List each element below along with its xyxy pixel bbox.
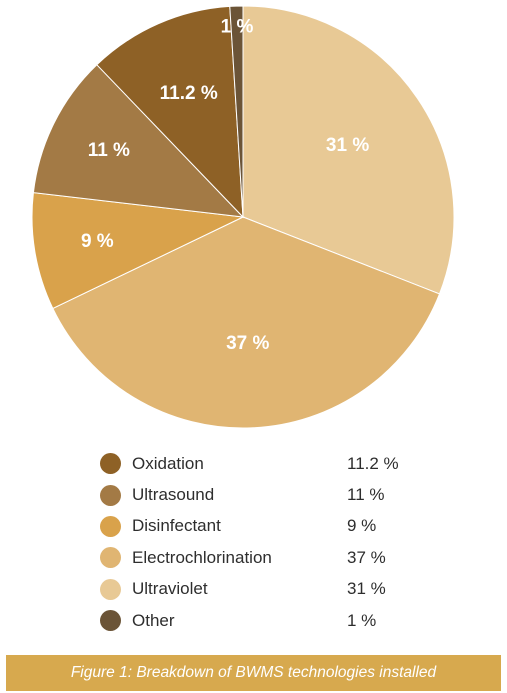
legend-label-other: Other	[132, 610, 175, 630]
legend-swatch-disinfectant	[100, 515, 121, 537]
pie-slice-disinfectant	[31, 192, 245, 310]
legend-label-disinfectant: Disinfectant	[132, 516, 221, 536]
legend-item-other: Other 1 %	[100, 605, 420, 636]
figure-caption-text: Figure 1: Breakdown of BWMS technologies…	[70, 664, 437, 681]
legend-item-electrochlorination: Electrochlorination 37 %	[100, 542, 420, 573]
figure-caption: Figure 1: Breakdown of BWMS technologies…	[6, 655, 501, 691]
legend-swatch-electrochlorination	[100, 547, 121, 569]
pie-label-electrochlorination: 37 %	[226, 333, 269, 354]
legend-value-other: 1 %	[347, 610, 377, 630]
legend-item-oxidation: Oxidation 11.2 %	[100, 448, 420, 479]
pie-slice-oxidation	[96, 5, 244, 219]
legend-swatch-ultrasound	[100, 484, 121, 506]
pie-label-ultrasound: 11 %	[88, 140, 130, 161]
pie-chart: 31 % 37 % 9 % 11 % 11.2 % 1 %	[31, 5, 455, 429]
legend-item-ultrasound: Ultrasound 11 %	[100, 479, 420, 510]
pie-slice-electrochlorination	[52, 216, 441, 429]
legend-swatch-other	[100, 610, 121, 632]
pie-slice-other	[229, 5, 244, 218]
legend-value-electrochlorination: 37 %	[347, 547, 386, 567]
pie-label-other: 1 %	[221, 17, 254, 38]
pie-slice-ultrasound	[32, 64, 245, 218]
legend-value-ultrasound: 11 %	[347, 485, 385, 505]
legend-swatch-oxidation	[100, 453, 121, 475]
legend-item-ultraviolet: Ultraviolet 31 %	[100, 574, 420, 605]
legend-value-oxidation: 11.2 %	[347, 453, 399, 473]
legend-label-ultraviolet: Ultraviolet	[132, 579, 208, 599]
legend-item-disinfectant: Disinfectant 9 %	[100, 511, 420, 542]
pie-label-oxidation: 11.2 %	[160, 83, 218, 104]
legend-value-ultraviolet: 31 %	[347, 579, 386, 599]
pie-label-disinfectant: 9 %	[81, 231, 114, 252]
pie-slice-ultraviolet	[242, 5, 455, 295]
legend: Oxidation 11.2 % Ultrasound 11 % Disinfe…	[100, 448, 420, 636]
legend-swatch-ultraviolet	[100, 578, 121, 600]
legend-label-ultrasound: Ultrasound	[132, 485, 215, 505]
pie-label-ultraviolet: 31 %	[326, 135, 369, 156]
legend-label-oxidation: Oxidation	[132, 453, 204, 473]
legend-value-disinfectant: 9 %	[347, 516, 377, 536]
legend-label-electrochlorination: Electrochlorination	[132, 547, 272, 567]
